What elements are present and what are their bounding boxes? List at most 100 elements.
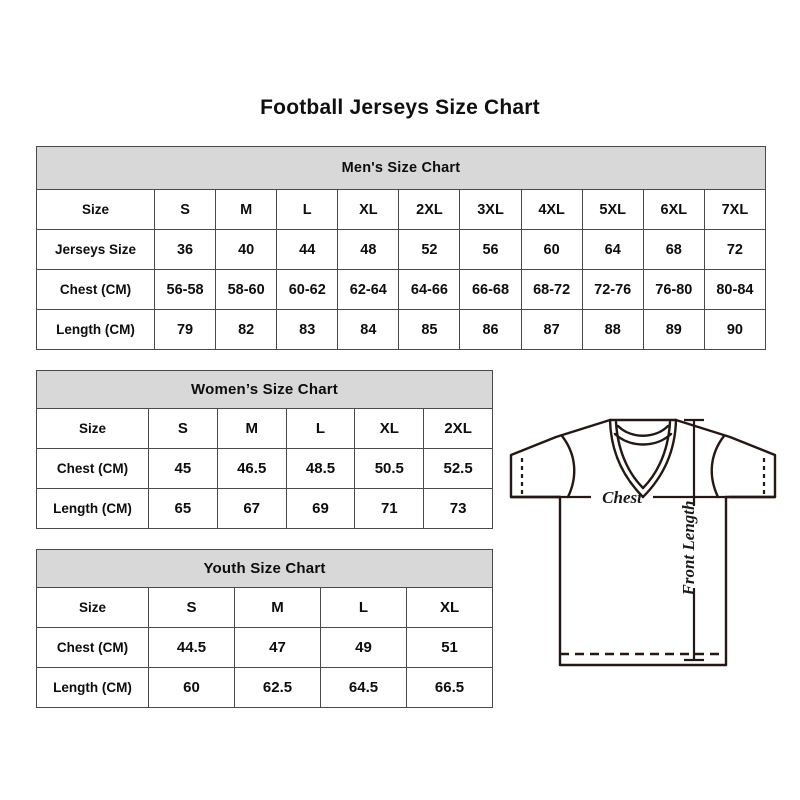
- cell-value: 45: [148, 448, 218, 489]
- cell-value: 60-62: [276, 269, 339, 310]
- cell-value: 83: [276, 309, 339, 350]
- cell-value: 86: [459, 309, 522, 350]
- tshirt-outline: [509, 418, 777, 667]
- row-label-jerseys-size: Jerseys Size: [36, 229, 155, 270]
- table-row: Chest (CM) 44.5 47 49 51: [36, 627, 494, 668]
- cell-value: 62-64: [337, 269, 400, 310]
- table-row: Chest (CM) 56-58 58-60 60-62 62-64 64-66…: [36, 269, 766, 310]
- cell-value: 84: [337, 309, 400, 350]
- front-length-label: Front Length: [679, 501, 698, 597]
- header-cell-3xl: 3XL: [459, 189, 522, 230]
- cell-value: 56: [459, 229, 522, 270]
- cell-value: 44.5: [148, 627, 235, 668]
- cell-value: 40: [215, 229, 278, 270]
- cell-value: 66.5: [405, 667, 494, 708]
- header-cell-l: L: [276, 189, 339, 230]
- cell-value: 58-60: [215, 269, 278, 310]
- row-label-chest: Chest (CM): [36, 627, 149, 668]
- header-cell-4xl: 4XL: [520, 189, 583, 230]
- cell-value: 50.5: [354, 448, 425, 489]
- table-row: Chest (CM) 45 46.5 48.5 50.5 52.5: [36, 448, 494, 489]
- cell-value: 76-80: [642, 269, 705, 310]
- cell-value: 82: [215, 309, 278, 350]
- header-cell-size: Size: [36, 408, 149, 449]
- womens-size-table: Women’s Size Chart Size S M L XL 2XL Che…: [35, 370, 494, 529]
- cell-value: 48: [337, 229, 400, 270]
- cell-value: 72-76: [581, 269, 644, 310]
- table-row: Jerseys Size 36 40 44 48 52 56 60 64 68 …: [36, 229, 766, 270]
- header-cell-2xl: 2XL: [398, 189, 461, 230]
- cell-value: 47: [234, 627, 321, 668]
- cell-value: 51: [405, 627, 494, 668]
- header-cell-m: M: [234, 587, 321, 628]
- cell-value: 52.5: [423, 448, 494, 489]
- sleeve-hem-dashes: [520, 458, 766, 497]
- row-label-length: Length (CM): [36, 488, 149, 529]
- cell-value: 71: [354, 488, 425, 529]
- row-label-chest: Chest (CM): [36, 448, 149, 489]
- header-cell-l: L: [285, 408, 356, 449]
- table-header-row: Size S M L XL 2XL: [36, 408, 494, 449]
- chest-label: Chest: [602, 488, 643, 507]
- header-cell-l: L: [320, 587, 407, 628]
- header-cell-6xl: 6XL: [642, 189, 705, 230]
- cell-value: 60: [148, 667, 235, 708]
- cell-value: 80-84: [703, 269, 766, 310]
- cell-value: 64-66: [398, 269, 461, 310]
- table-row: Length (CM) 60 62.5 64.5 66.5: [36, 667, 494, 708]
- cell-value: 68: [642, 229, 705, 270]
- cell-value: 48.5: [285, 448, 356, 489]
- cell-value: 64: [581, 229, 644, 270]
- header-cell-xl: XL: [405, 587, 494, 628]
- cell-value: 69: [285, 488, 356, 529]
- cell-value: 88: [581, 309, 644, 350]
- row-label-length: Length (CM): [36, 309, 155, 350]
- header-cell-s: S: [148, 587, 235, 628]
- cell-value: 87: [520, 309, 583, 350]
- cell-value: 62.5: [234, 667, 321, 708]
- cell-value: 60: [520, 229, 583, 270]
- table-caption-row: Women’s Size Chart: [35, 370, 494, 409]
- header-cell-xl: XL: [354, 408, 425, 449]
- jersey-measurement-diagram: Chest Front Length: [498, 398, 788, 694]
- womens-table-caption: Women’s Size Chart: [35, 370, 494, 409]
- header-cell-5xl: 5XL: [581, 189, 644, 230]
- cell-value: 79: [153, 309, 217, 350]
- cell-value: 90: [703, 309, 766, 350]
- mens-table-caption: Men's Size Chart: [36, 146, 766, 190]
- header-cell-size: Size: [36, 587, 149, 628]
- cell-value: 89: [642, 309, 705, 350]
- cell-value: 36: [153, 229, 217, 270]
- row-label-chest: Chest (CM): [36, 269, 155, 310]
- cell-value: 67: [216, 488, 287, 529]
- mens-size-table: Men's Size Chart Size S M L XL 2XL 3XL 4…: [36, 146, 766, 350]
- header-cell-s: S: [153, 189, 217, 230]
- table-row: Length (CM) 65 67 69 71 73: [36, 488, 494, 529]
- header-cell-m: M: [215, 189, 278, 230]
- cell-value: 72: [703, 229, 766, 270]
- cell-value: 68-72: [520, 269, 583, 310]
- cell-value: 46.5: [216, 448, 287, 489]
- youth-table-caption: Youth Size Chart: [35, 549, 494, 588]
- cell-value: 85: [398, 309, 461, 350]
- cell-value: 65: [148, 488, 218, 529]
- table-header-row: Size S M L XL: [36, 587, 494, 628]
- tshirt-vneck-icon: Chest Front Length: [509, 418, 777, 667]
- youth-size-table: Youth Size Chart Size S M L XL Chest (CM…: [35, 549, 494, 708]
- cell-value: 66-68: [459, 269, 522, 310]
- cell-value: 56-58: [153, 269, 217, 310]
- header-cell-s: S: [148, 408, 218, 449]
- row-label-length: Length (CM): [36, 667, 149, 708]
- header-cell-size: Size: [36, 189, 155, 230]
- table-row: Length (CM) 79 82 83 84 85 86 87 88 89 9…: [36, 309, 766, 350]
- cell-value: 44: [276, 229, 339, 270]
- header-cell-xl: XL: [337, 189, 400, 230]
- front-length-measure-line: [684, 418, 704, 662]
- cell-value: 73: [423, 488, 494, 529]
- table-caption-row: Men's Size Chart: [36, 146, 766, 190]
- cell-value: 49: [320, 627, 407, 668]
- table-header-row: Size S M L XL 2XL 3XL 4XL 5XL 6XL 7XL: [36, 189, 766, 230]
- header-cell-2xl: 2XL: [423, 408, 494, 449]
- header-cell-m: M: [216, 408, 287, 449]
- page-title: Football Jerseys Size Chart: [260, 96, 540, 119]
